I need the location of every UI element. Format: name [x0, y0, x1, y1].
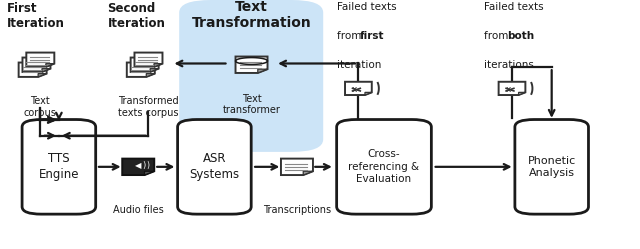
- Polygon shape: [345, 82, 372, 95]
- Polygon shape: [131, 58, 159, 72]
- Polygon shape: [499, 82, 525, 95]
- Text: TTS
Engine: TTS Engine: [38, 152, 79, 181]
- Polygon shape: [122, 159, 154, 175]
- FancyBboxPatch shape: [337, 120, 431, 214]
- FancyBboxPatch shape: [515, 120, 589, 214]
- Polygon shape: [236, 57, 268, 73]
- Text: from: from: [337, 31, 365, 41]
- Polygon shape: [365, 92, 372, 95]
- Polygon shape: [147, 74, 155, 77]
- Polygon shape: [303, 171, 313, 175]
- Polygon shape: [46, 64, 54, 67]
- Text: x: x: [352, 85, 357, 94]
- FancyBboxPatch shape: [178, 120, 252, 214]
- Polygon shape: [154, 64, 163, 67]
- Polygon shape: [22, 58, 51, 72]
- Polygon shape: [127, 62, 155, 77]
- Polygon shape: [518, 92, 525, 95]
- Text: first: first: [360, 31, 384, 41]
- FancyBboxPatch shape: [179, 0, 323, 152]
- Text: Text
corpus: Text corpus: [24, 96, 57, 118]
- Text: ASR
Systems: ASR Systems: [189, 152, 239, 181]
- Text: iterations: iterations: [484, 60, 534, 70]
- Text: Failed texts: Failed texts: [484, 2, 544, 12]
- Text: x: x: [506, 85, 511, 94]
- Text: Text
transformer: Text transformer: [223, 94, 280, 115]
- Polygon shape: [134, 53, 163, 67]
- Text: Second
Iteration: Second Iteration: [108, 2, 165, 30]
- Polygon shape: [150, 69, 159, 72]
- Polygon shape: [19, 62, 47, 77]
- Text: Failed texts: Failed texts: [337, 2, 397, 12]
- Text: First
Iteration: First Iteration: [6, 2, 64, 30]
- Text: Audio files: Audio files: [113, 205, 164, 215]
- Polygon shape: [38, 74, 47, 77]
- Polygon shape: [42, 69, 51, 72]
- Text: both: both: [507, 31, 534, 41]
- Polygon shape: [258, 69, 268, 73]
- Polygon shape: [281, 159, 313, 175]
- Text: Text
Transformation: Text Transformation: [191, 0, 312, 30]
- Text: ◀: ◀: [135, 161, 141, 170]
- Text: ): ): [142, 161, 146, 170]
- Text: Cross-
referencing &
Evaluation: Cross- referencing & Evaluation: [348, 149, 420, 184]
- Text: iteration: iteration: [337, 60, 381, 70]
- Polygon shape: [26, 53, 54, 67]
- Text: Transcriptions: Transcriptions: [263, 205, 331, 215]
- Text: ): ): [147, 161, 149, 170]
- Text: Phonetic
Analysis: Phonetic Analysis: [527, 156, 576, 178]
- Polygon shape: [145, 171, 154, 175]
- Text: Transformed
texts corpus: Transformed texts corpus: [118, 96, 179, 118]
- FancyBboxPatch shape: [22, 120, 96, 214]
- Text: from: from: [484, 31, 512, 41]
